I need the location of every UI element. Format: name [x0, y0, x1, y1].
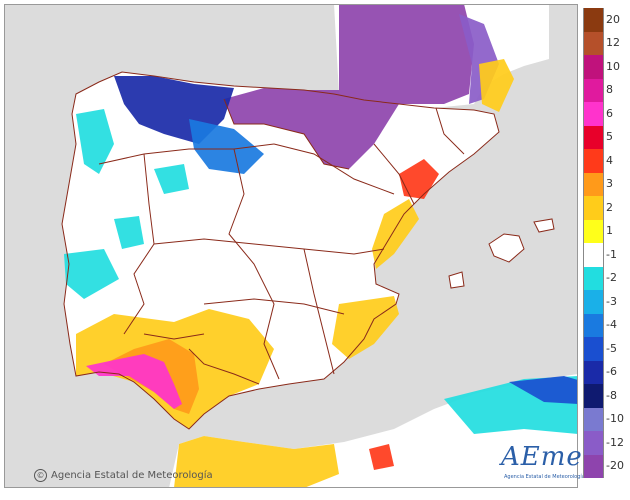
legend-swatch	[583, 149, 604, 173]
aemet-logo: AEmet Agencia Estatal de Meteorología	[497, 442, 593, 484]
menorca-land	[534, 219, 554, 232]
anomaly-patch-north-africa-core	[369, 444, 394, 470]
temperature-anomaly-map: © Agencia Estatal de Meteorología AEmet …	[4, 4, 593, 488]
anomaly-patch-murcia	[332, 296, 399, 359]
agency-credit-text: Agencia Estatal de Meteorología	[51, 470, 213, 481]
anomaly-patch-west	[64, 249, 119, 299]
legend-swatch	[583, 78, 604, 102]
anomaly-patch-cantabria-edge	[189, 119, 264, 174]
anomaly-patch-duero	[154, 164, 189, 194]
legend-swatch	[583, 55, 604, 79]
legend-swatch	[583, 125, 604, 149]
legend-swatch	[583, 431, 604, 455]
legend-swatch	[583, 360, 604, 384]
anomaly-patch-south-sea-deep	[509, 376, 578, 404]
aemet-logo-word: AEmet	[501, 442, 595, 472]
map-border	[4, 4, 578, 488]
legend-swatch	[583, 102, 604, 126]
legend-swatch	[583, 8, 604, 32]
legend-label: 1	[606, 224, 613, 238]
legend-label: -4	[606, 318, 617, 332]
map-canvas	[4, 4, 578, 488]
legend-label: -12	[606, 435, 624, 449]
legend-label: -1	[606, 247, 617, 261]
anomaly-patch-pyrenees	[224, 4, 474, 169]
ibiza-land	[449, 272, 464, 288]
legend-label: -8	[606, 388, 617, 402]
legend-label: -3	[606, 294, 617, 308]
anomaly-patch-guadalquivir	[86, 354, 182, 409]
legend-swatch	[583, 454, 604, 478]
legend-swatch	[583, 266, 604, 290]
anomaly-patch-center	[114, 216, 144, 249]
legend-label: 20	[606, 12, 620, 26]
legend-label: 2	[606, 200, 613, 214]
mallorca-land	[489, 234, 524, 262]
legend-label: 3	[606, 177, 613, 191]
legend-swatch	[583, 243, 604, 267]
legend-swatch	[583, 407, 604, 431]
legend-label: -20	[606, 459, 624, 473]
legend-label: 6	[606, 106, 613, 120]
legend-label: -10	[606, 412, 624, 426]
legend-swatch	[583, 172, 604, 196]
legend-swatch	[583, 196, 604, 220]
anomaly-patch-catalonia	[479, 59, 514, 112]
legend-label: 5	[606, 130, 613, 144]
legend-swatch	[583, 31, 604, 55]
legend-label: 4	[606, 153, 613, 167]
anomaly-patch-galicia	[76, 109, 114, 174]
aemet-logo-subtitle: Agencia Estatal de Meteorología	[504, 474, 585, 480]
copyright-icon: ©	[34, 469, 47, 482]
legend-label: 8	[606, 83, 613, 97]
administrative-borders	[61, 71, 555, 430]
anomaly-patch-east-coast	[372, 199, 419, 269]
legend-label: -2	[606, 271, 617, 285]
legend-label: -6	[606, 365, 617, 379]
legend-swatch	[583, 313, 604, 337]
anomaly-patch-north-africa	[174, 436, 339, 488]
legend-swatch	[583, 384, 604, 408]
agency-credit: © Agencia Estatal de Meteorología	[34, 469, 213, 482]
legend-swatch	[583, 337, 604, 361]
legend-label: 10	[606, 59, 620, 73]
legend-label: -5	[606, 341, 617, 355]
legend-swatch	[583, 219, 604, 243]
legend-label: 12	[606, 36, 620, 50]
legend-swatch	[583, 290, 604, 314]
color-legend: 20 12 10 8 6 5 4 3 2 1 -1 -2 -3 -4 -5 -6 -8 -10 -12 -20	[583, 8, 630, 478]
